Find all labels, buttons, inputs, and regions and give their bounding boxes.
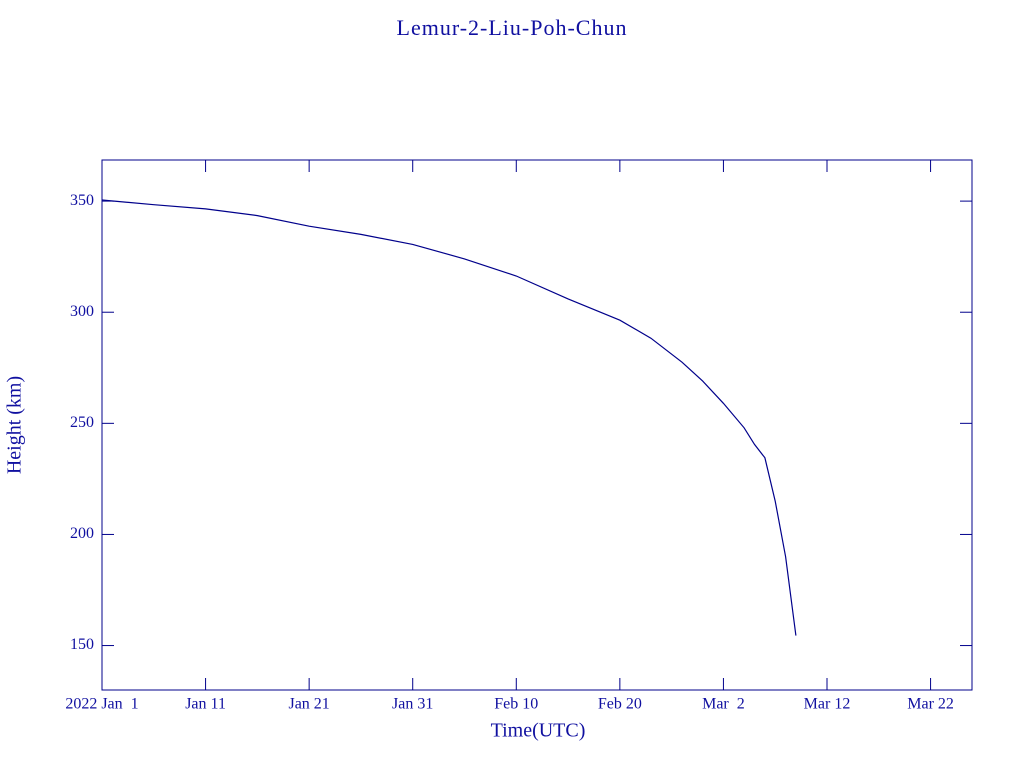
height-line [101, 199, 797, 636]
y-tick-label: 300 [70, 303, 94, 320]
chart-title: Lemur-2-Liu-Poh-Chun [397, 15, 628, 40]
plot-frame [101, 159, 973, 691]
x-tick-label: Mar 12 [804, 696, 851, 713]
y-tick-label: 200 [70, 525, 94, 542]
y-tick-label: 150 [70, 636, 94, 653]
x-tick-label: Feb 20 [598, 696, 642, 713]
x-tick-label: 2022 Jan 1 [65, 696, 138, 713]
x-tick-label: Mar 22 [907, 696, 954, 713]
y-tick-label: 350 [70, 192, 94, 209]
x-tick-label: Feb 10 [494, 696, 538, 713]
y-axis-label: Height (km) [4, 376, 26, 474]
x-tick-label: Jan 31 [392, 696, 433, 713]
x-axis-label: Time(UTC) [491, 720, 586, 742]
y-tick-label: 250 [70, 414, 94, 431]
x-tick-label: Jan 21 [288, 696, 329, 713]
x-tick-label: Jan 11 [185, 696, 226, 713]
x-tick-label: Mar 2 [702, 696, 745, 713]
